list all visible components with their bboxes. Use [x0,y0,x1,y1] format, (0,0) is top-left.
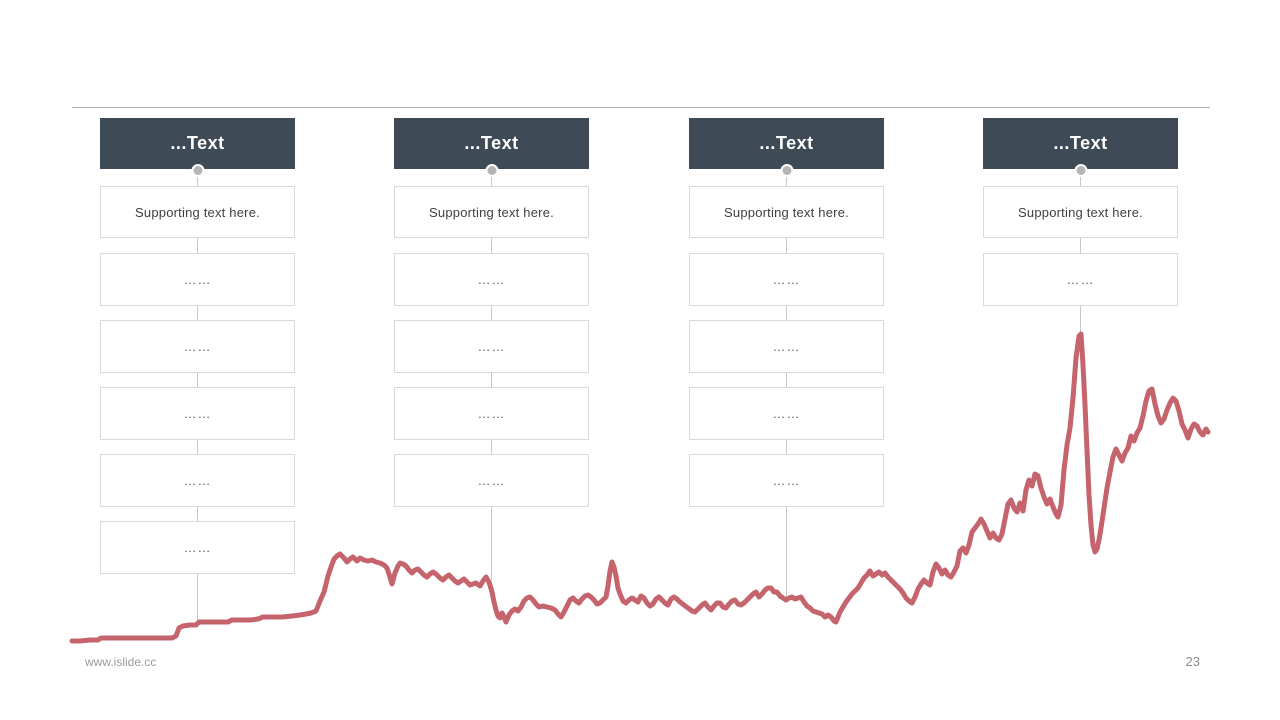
dots-label: …… [1066,272,1095,287]
dots-label: …… [772,406,801,421]
dotted-placeholder-box: …… [689,454,884,507]
column-header-box: ...Text [689,118,884,169]
column-title: ...Text [1053,133,1108,153]
column-title: ...Text [464,133,519,153]
dotted-placeholder-box: …… [100,521,295,574]
dots-label: …… [477,473,506,488]
dots-label: …… [477,339,506,354]
dotted-placeholder-box: …… [689,320,884,373]
footer-url: www.islide.cc [85,655,157,669]
column-title: ...Text [759,133,814,153]
dots-label: …… [183,339,212,354]
supporting-text: Supporting text here. [1018,204,1143,220]
page-number: 23 [1185,654,1200,669]
dotted-placeholder-box: …… [689,253,884,306]
dotted-placeholder-box: …… [394,253,589,306]
dots-label: …… [183,406,212,421]
column-title: ...Text [170,133,225,153]
supporting-text: Supporting text here. [429,204,554,220]
column-header-box: ...Text [394,118,589,169]
dotted-placeholder-box: …… [100,454,295,507]
dots-label: …… [477,272,506,287]
dotted-placeholder-box: …… [100,320,295,373]
dots-label: …… [183,272,212,287]
dots-label: …… [772,272,801,287]
dotted-placeholder-box: …… [983,253,1178,306]
node-dot-icon [780,164,793,177]
node-dot-icon [1074,164,1087,177]
dotted-placeholder-box: …… [394,320,589,373]
dotted-placeholder-box: …… [100,253,295,306]
column-header-box: ...Text [100,118,295,169]
supporting-text-box: Supporting text here. [983,186,1178,238]
node-dot-icon [191,164,204,177]
supporting-text-box: Supporting text here. [394,186,589,238]
column-header-box: ...Text [983,118,1178,169]
supporting-text-box: Supporting text here. [689,186,884,238]
dots-label: …… [772,339,801,354]
dots-label: …… [183,473,212,488]
top-divider [72,107,1210,108]
dotted-placeholder-box: …… [100,387,295,440]
dots-label: …… [477,406,506,421]
supporting-text: Supporting text here. [724,204,849,220]
supporting-text-box: Supporting text here. [100,186,295,238]
dotted-placeholder-box: …… [394,387,589,440]
dotted-placeholder-box: …… [689,387,884,440]
dots-label: …… [772,473,801,488]
node-dot-icon [485,164,498,177]
dots-label: …… [183,540,212,555]
dotted-placeholder-box: …… [394,454,589,507]
connector-line [1080,168,1081,337]
supporting-text: Supporting text here. [135,204,260,220]
